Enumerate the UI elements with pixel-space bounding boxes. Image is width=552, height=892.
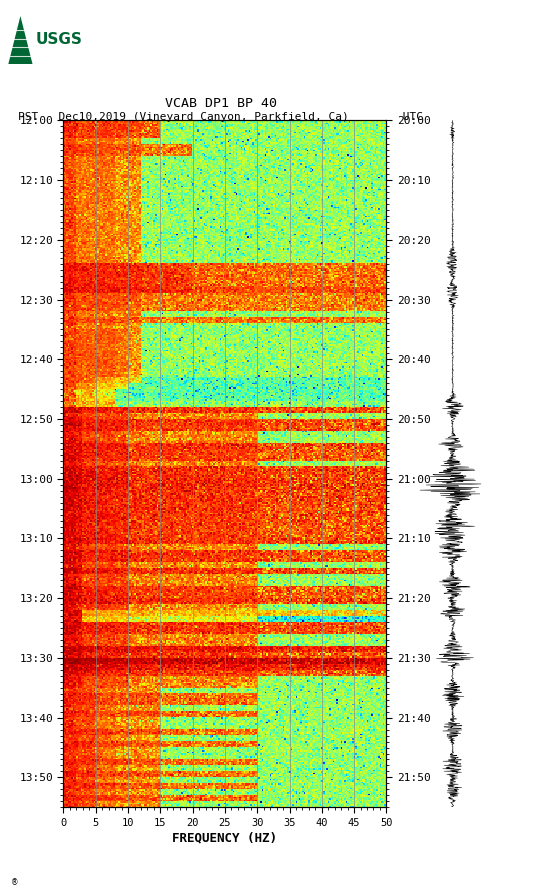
Text: USGS: USGS xyxy=(35,32,82,47)
Text: PST   Dec10,2019 (Vineyard Canyon, Parkfield, Ca)        UTC: PST Dec10,2019 (Vineyard Canyon, Parkfie… xyxy=(18,112,423,122)
Text: VCAB DP1 BP 40: VCAB DP1 BP 40 xyxy=(165,96,277,110)
Text: ®: ® xyxy=(11,878,19,887)
Polygon shape xyxy=(8,16,33,64)
X-axis label: FREQUENCY (HZ): FREQUENCY (HZ) xyxy=(172,832,278,845)
